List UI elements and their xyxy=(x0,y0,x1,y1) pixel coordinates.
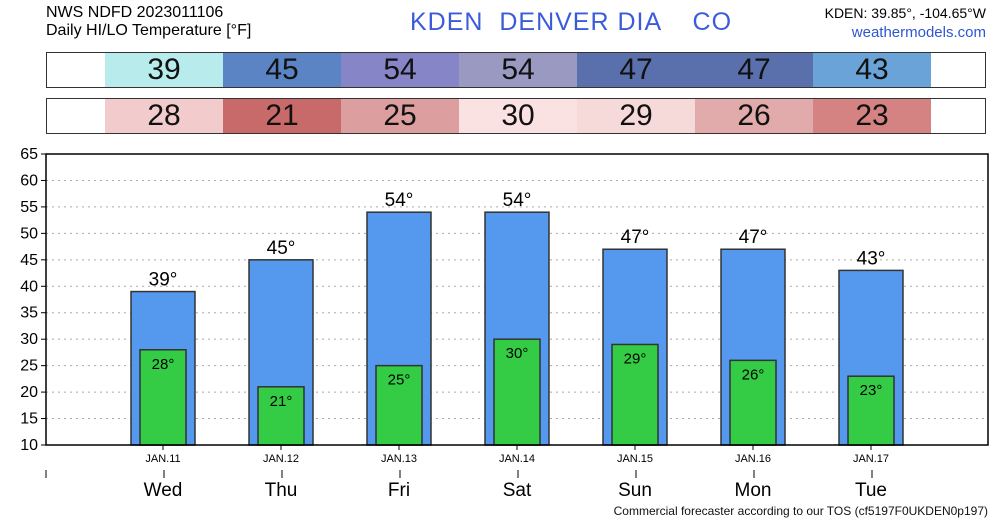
high-temp-label: 45° xyxy=(267,238,296,259)
station-title: KDEN DENVER DIA CO xyxy=(410,8,733,36)
day-label: Wed xyxy=(144,480,183,500)
high-temp-label: 47° xyxy=(621,227,650,248)
y-tick-label: 60 xyxy=(20,172,38,189)
low-temp-cell: 30 xyxy=(459,99,577,133)
header-info: NWS NDFD 2023011106 Daily HI/LO Temperat… xyxy=(46,4,251,40)
low-temp-label: 28° xyxy=(152,356,175,373)
low-temp-strip: 28 21 25 30 29 26 23 xyxy=(46,98,986,134)
temperature-chart: 10 15 20 25 30 35 40 45 50 55 60 65 39° 28° 45° 21° 54° 2… xyxy=(20,146,989,500)
low-temp-label: 21° xyxy=(270,393,293,410)
low-temp-bar xyxy=(611,343,659,446)
low-temp-label: 23° xyxy=(860,382,883,399)
y-tick-label: 20 xyxy=(20,384,38,401)
low-temp-cell: 23 xyxy=(813,99,931,133)
day-label: Tue xyxy=(855,480,887,500)
high-temp-label: 39° xyxy=(149,270,178,291)
day-label: Thu xyxy=(265,480,298,500)
y-tick-label: 35 xyxy=(20,305,38,322)
y-tick-label: 25 xyxy=(20,358,38,375)
date-label: JAN.15 xyxy=(617,453,653,465)
y-tick-label: 30 xyxy=(20,331,38,348)
date-label: JAN.16 xyxy=(735,453,771,465)
high-temp-strip: 39 45 54 54 47 47 43 xyxy=(46,52,986,88)
high-temp-cell: 39 xyxy=(105,53,223,87)
low-temp-bar xyxy=(375,364,423,446)
day-label: Sun xyxy=(618,480,652,500)
low-temp-bar xyxy=(257,386,305,446)
low-temp-cell: 28 xyxy=(105,99,223,133)
low-temp-label: 30° xyxy=(506,345,529,362)
low-temp-cell: 25 xyxy=(341,99,459,133)
date-label: JAN.13 xyxy=(381,453,417,465)
low-temp-label: 29° xyxy=(624,350,647,367)
day-label: Fri xyxy=(388,480,410,500)
high-temp-cell: 54 xyxy=(341,53,459,87)
station-coords: KDEN: 39.85°, -104.65°W xyxy=(824,5,986,21)
low-temp-cell: 26 xyxy=(695,99,813,133)
y-tick-label: 40 xyxy=(20,278,38,295)
low-temp-cell: 29 xyxy=(577,99,695,133)
footer-note: Commercial forecaster according to our T… xyxy=(613,504,988,518)
y-tick-label: 45 xyxy=(20,252,38,269)
y-tick-label: 55 xyxy=(20,199,38,216)
y-tick-label: 15 xyxy=(20,411,38,428)
high-temp-label: 54° xyxy=(503,190,532,211)
high-temp-label: 47° xyxy=(739,227,768,248)
high-temp-cell: 43 xyxy=(813,53,931,87)
high-temp-cell: 45 xyxy=(223,53,341,87)
low-temp-bar xyxy=(847,375,895,446)
low-temp-label: 26° xyxy=(742,366,765,383)
high-temp-cell: 47 xyxy=(577,53,695,87)
y-tick-label: 10 xyxy=(20,437,38,454)
date-label: JAN.11 xyxy=(145,453,180,465)
date-label: JAN.12 xyxy=(263,453,299,465)
y-tick-label: 50 xyxy=(20,225,38,242)
low-temp-bar xyxy=(493,338,541,446)
high-temp-label: 54° xyxy=(385,190,414,211)
header-right: KDEN: 39.85°, -104.65°W weathermodels.co… xyxy=(825,4,986,42)
product-label: Daily HI/LO Temperature [°F] xyxy=(46,22,252,39)
site-link[interactable]: weathermodels.com xyxy=(851,24,986,41)
high-temp-cell: 47 xyxy=(695,53,813,87)
low-temp-bar xyxy=(729,359,777,446)
y-tick-label: 65 xyxy=(20,146,38,163)
high-temp-label: 43° xyxy=(857,248,886,269)
date-label: JAN.14 xyxy=(499,453,535,465)
model-run-label: NWS NDFD 2023011106 xyxy=(46,4,224,21)
low-temp-bar xyxy=(139,349,187,446)
date-label: JAN.17 xyxy=(853,453,889,465)
day-label: Mon xyxy=(735,480,772,500)
high-temp-cell: 54 xyxy=(459,53,577,87)
day-label: Sat xyxy=(503,480,532,500)
low-temp-label: 25° xyxy=(388,372,411,389)
low-temp-cell: 21 xyxy=(223,99,341,133)
